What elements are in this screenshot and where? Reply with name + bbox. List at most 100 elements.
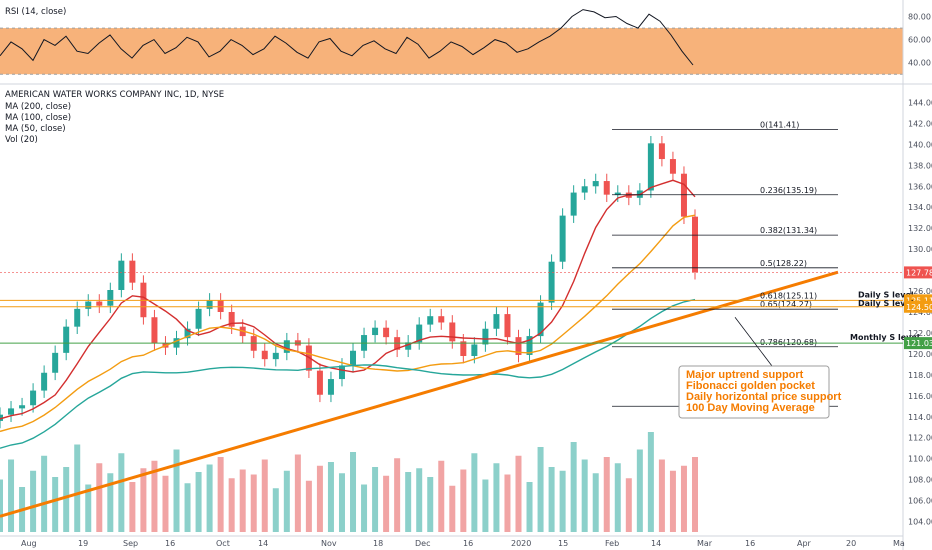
price-tick-label: 144.00 [908, 98, 932, 107]
volume-bar [383, 475, 390, 532]
candle-body [129, 260, 136, 283]
time-tick-label: Dec [415, 539, 430, 548]
rsi-tick-label: 80.00 [908, 13, 931, 22]
volume-bar [74, 444, 81, 532]
candle-body [184, 328, 191, 339]
candle-body [283, 340, 290, 353]
volume-bar [283, 470, 290, 532]
volume-bar [493, 463, 500, 532]
volume-bar [647, 432, 654, 532]
volume-bar [140, 468, 147, 532]
candle-body [526, 336, 533, 355]
volume-bar [482, 479, 489, 532]
volume-bar [63, 467, 70, 532]
candle-body [438, 316, 445, 323]
volume-bar [394, 458, 401, 532]
volume-bar [559, 470, 566, 532]
candle-body [327, 379, 334, 395]
volume-bar [0, 479, 3, 532]
candle-body [316, 370, 323, 395]
price-tick-label: 120.00 [908, 350, 932, 359]
support-level-label: Daily S level [858, 290, 914, 299]
ma-line [0, 179, 696, 420]
candle-body [338, 365, 345, 380]
rsi-tick-label: 40.00 [908, 59, 931, 68]
volume-bar [217, 457, 224, 532]
time-tick-label: 16 [463, 539, 473, 548]
volume-bar [250, 474, 257, 532]
volume-bar [85, 484, 92, 532]
support-level-tag [904, 337, 932, 350]
volume-bar [548, 467, 555, 532]
volume-bar [669, 470, 676, 532]
volume-bar [52, 477, 59, 532]
last-price-tag-text: 127.78 [906, 268, 932, 277]
annotation-box: Major uptrend support Fibonacci golden p… [678, 365, 842, 419]
price-tick-label: 118.00 [908, 371, 932, 380]
candle-body [427, 316, 434, 325]
indicator-ma200-label: MA (200, close) [5, 102, 71, 112]
candle-body [74, 308, 81, 327]
time-tick-label: 18 [373, 539, 383, 548]
candle-body [669, 159, 676, 174]
price-tick-label: 104.00 [908, 518, 932, 527]
candle-body [8, 408, 15, 415]
volume-bar [239, 469, 246, 532]
volume-bar [427, 477, 434, 532]
candle-body [614, 192, 621, 195]
uptrend-line [0, 270, 839, 518]
volume-bar [206, 464, 213, 532]
annotation-box-bg [678, 365, 830, 419]
rsi-tick-label: 60.00 [908, 36, 931, 45]
volume-bar [515, 455, 522, 532]
price-tick-label: 114.00 [908, 413, 932, 422]
ma-line [0, 214, 696, 433]
candle-body [228, 312, 235, 327]
overlays: 0(141.41) 0.236(135.19) 0.382(131.34) 0.5(1… [0, 121, 932, 518]
volume-bar [460, 469, 467, 532]
candle-body [537, 302, 544, 337]
volume-bar [350, 452, 357, 532]
candle-body [471, 344, 478, 356]
volume-bar [129, 482, 136, 532]
annotation-line-1: Major uptrend support [686, 369, 804, 381]
candle-body [581, 186, 588, 193]
volume-bar [151, 460, 158, 532]
candle-body [272, 352, 279, 360]
time-tick-label: Oct [216, 539, 230, 548]
price-tick-label: 110.00 [908, 455, 932, 464]
fib-level-label: 0.786(120.68) [760, 338, 817, 347]
volume-bar [41, 455, 48, 532]
rsi-panel [0, 9, 903, 75]
candle-body [592, 181, 599, 187]
price-tick-label: 132.00 [908, 224, 932, 233]
volume-bar [30, 470, 37, 532]
annotation-pointer [734, 316, 773, 367]
volume-bar [8, 459, 15, 532]
rsi-label: RSI (14, close) [5, 7, 66, 17]
volume-bar [570, 442, 577, 532]
time-tick-label: 14 [651, 539, 661, 548]
support-level-tag-text: 121.03 [906, 339, 932, 348]
chart-title: AMERICAN WATER WORKS COMPANY INC, 1D, NY… [5, 90, 224, 100]
volume-bar [658, 459, 665, 532]
price-tick-label: 140.00 [908, 140, 932, 149]
candle-body [195, 308, 202, 329]
support-level-tag-text: 124.50 [906, 303, 932, 312]
support-level-label: Monthly S level [850, 333, 920, 342]
candle-body [350, 350, 357, 366]
volume-bar [162, 475, 169, 532]
volume-bar [338, 473, 345, 532]
price-tick-label: 112.00 [908, 434, 932, 443]
volume-bar [526, 482, 533, 532]
time-tick-label: 16 [165, 539, 175, 548]
time-tick-label: 15 [558, 539, 568, 548]
candle-body [118, 260, 125, 290]
candle-body [96, 301, 103, 306]
volume-bar [272, 488, 279, 532]
volume-bar [261, 459, 268, 532]
candle-body [383, 327, 390, 338]
volume-bar [581, 459, 588, 532]
